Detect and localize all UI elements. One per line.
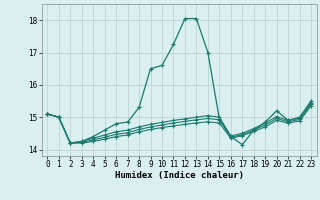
X-axis label: Humidex (Indice chaleur): Humidex (Indice chaleur): [115, 171, 244, 180]
